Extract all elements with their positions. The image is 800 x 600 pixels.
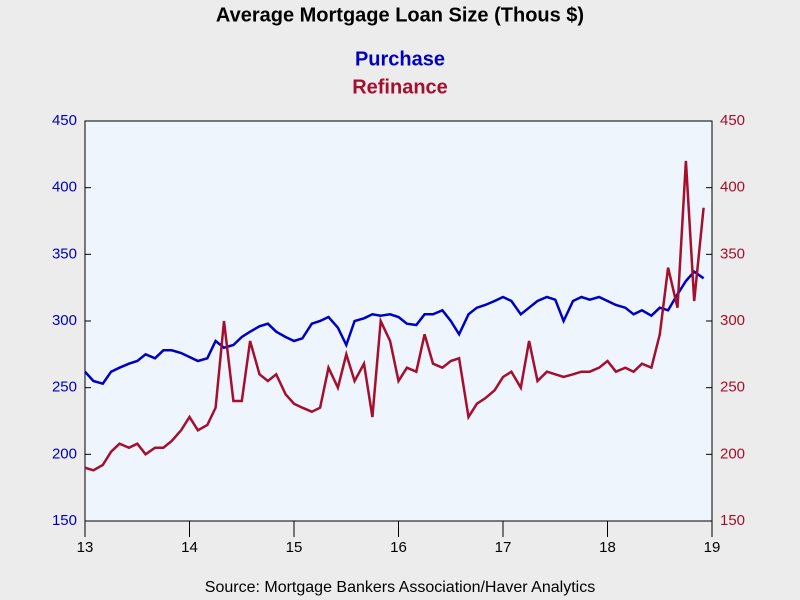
y2-tick-label: 450 [720, 112, 745, 129]
x-tick-label: 14 [181, 539, 198, 556]
y-tick-label: 250 [52, 379, 77, 396]
y-tick-label: 200 [52, 445, 77, 462]
plot-area [84, 120, 713, 522]
legend-entry: Purchase [355, 48, 445, 70]
x-tick-label: 18 [599, 539, 616, 556]
legend-entry: Refinance [352, 76, 448, 98]
y2-tick-label: 250 [720, 379, 745, 396]
y2-tick-label: 200 [720, 445, 745, 462]
x-tick-label: 16 [390, 539, 407, 556]
y2-tick-label: 300 [720, 312, 745, 329]
y-tick-label: 450 [52, 112, 77, 129]
x-tick-label: 19 [704, 539, 721, 556]
y-tick-label: 350 [52, 245, 77, 262]
x-tick-label: 13 [77, 539, 94, 556]
y2-tick-label: 350 [720, 245, 745, 262]
y-tick-label: 150 [52, 512, 77, 529]
y-tick-label: 400 [52, 179, 77, 196]
x-tick-label: 17 [495, 539, 512, 556]
line-series [84, 160, 705, 472]
line-series [84, 270, 705, 386]
y2-tick-label: 400 [720, 179, 745, 196]
source: Source: Mortgage Bankers Association/Hav… [205, 579, 595, 596]
y-tick-label: 300 [52, 312, 77, 329]
y2-tick-label: 150 [720, 512, 745, 529]
chart-title: Average Mortgage Loan Size (Thous $) [216, 4, 584, 26]
x-tick-label: 15 [286, 539, 303, 556]
